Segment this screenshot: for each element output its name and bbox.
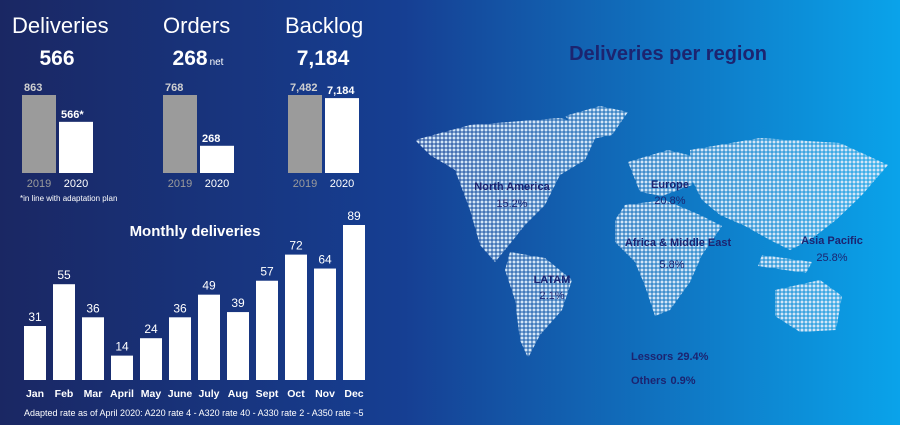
bar: [169, 317, 191, 380]
region-value: 15.2%: [496, 198, 527, 210]
chart-title: Deliveries per region: [569, 43, 767, 65]
value-label: 36: [86, 301, 100, 315]
region-name: Europe: [651, 179, 689, 191]
value-label: 863: [24, 82, 42, 94]
region-value: 2.1%: [539, 290, 564, 302]
region-name: Asia Pacific: [801, 235, 863, 247]
world-map: [415, 106, 888, 358]
region-value: 5.8%: [659, 259, 684, 271]
region-value: 29.4%: [677, 351, 708, 363]
value-label: 39: [231, 296, 245, 310]
bar: [24, 326, 46, 380]
bar: [111, 355, 133, 380]
headline-value: 268: [173, 47, 208, 70]
x-tick-label: Dec: [344, 388, 363, 400]
x-tick-label: Aug: [228, 388, 248, 400]
region-name: North America: [474, 181, 550, 193]
value-label: 7,482: [290, 82, 318, 94]
bar: [227, 312, 249, 380]
headline-value: 7,184: [297, 47, 350, 70]
headline-value: 566: [39, 47, 74, 70]
value-label: 14: [115, 340, 129, 354]
x-tick-label: Feb: [55, 388, 74, 400]
bar: [53, 284, 75, 380]
region-name: Lessors: [631, 351, 673, 363]
x-tick-label: April: [110, 388, 134, 400]
x-tick-label: 2020: [205, 178, 229, 190]
value-label: 24: [144, 322, 158, 336]
region-name: LATAM: [534, 274, 571, 286]
value-label: 268: [202, 133, 220, 145]
x-tick-label: May: [141, 388, 162, 400]
chart-title: Backlog: [285, 13, 363, 38]
value-label: 64: [318, 253, 332, 267]
chart-title: Monthly deliveries: [130, 223, 261, 240]
region-name: Others: [631, 375, 666, 387]
x-tick-label: 2020: [64, 178, 88, 190]
chart-title: Deliveries: [12, 13, 109, 38]
headline: 268 net: [173, 47, 224, 70]
value-label: 36: [173, 301, 187, 315]
value-label: 49: [202, 279, 216, 293]
x-tick-label: 2019: [168, 178, 192, 190]
region-value: 20.8%: [654, 195, 685, 207]
bar: [200, 145, 234, 173]
x-tick-label: Oct: [287, 388, 305, 400]
bar: [343, 225, 365, 380]
bar: [325, 98, 359, 173]
region-value: 25.8%: [816, 252, 847, 264]
value-label: 31: [28, 310, 42, 324]
region-label: Lessors 29.4%: [631, 351, 709, 363]
x-tick-label: 2019: [27, 178, 51, 190]
note: Adapted rate as of April 2020: A220 rate…: [24, 408, 364, 418]
value-label: 566*: [61, 109, 84, 121]
x-tick-label: 2020: [330, 178, 354, 190]
value-label: 72: [289, 239, 303, 253]
x-tick-label: July: [198, 388, 219, 400]
x-tick-label: 2019: [293, 178, 317, 190]
chart-title: Orders: [163, 13, 230, 38]
value-label: 89: [347, 209, 361, 223]
bar: [288, 95, 322, 173]
bar: [314, 268, 336, 380]
bar: [256, 280, 278, 380]
x-tick-label: Jan: [26, 388, 44, 400]
bar: [285, 254, 307, 380]
x-tick-label: June: [168, 388, 193, 400]
value-label: 57: [260, 265, 274, 279]
value-label: 7,184: [327, 85, 355, 97]
x-tick-label: Sept: [256, 388, 279, 400]
bar: [59, 121, 93, 173]
headline: 7,184: [297, 47, 350, 70]
region-value: 0.9%: [670, 375, 695, 387]
region-label: Others 0.9%: [631, 375, 696, 387]
headline: 566: [39, 47, 74, 70]
region-name: Africa & Middle East: [625, 237, 732, 249]
footnote: *in line with adaptation plan: [20, 194, 117, 203]
bar: [22, 95, 56, 173]
bar: [140, 338, 162, 380]
bar: [198, 294, 220, 380]
value-label: 768: [165, 82, 183, 94]
headline-note: net: [210, 57, 224, 68]
x-tick-label: Nov: [315, 388, 335, 400]
bar: [163, 95, 197, 173]
x-tick-label: Mar: [84, 388, 103, 400]
value-label: 55: [57, 268, 71, 282]
bar: [82, 317, 104, 380]
